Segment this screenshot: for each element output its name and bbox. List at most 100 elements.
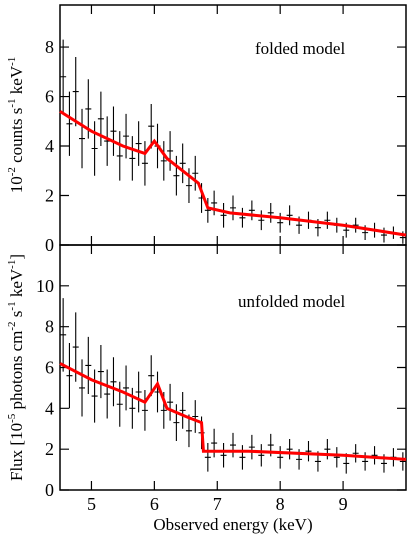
data-point	[220, 443, 227, 468]
data-point	[211, 428, 218, 458]
data-point	[248, 434, 255, 460]
data-point	[123, 113, 130, 159]
y-label-part: keV	[7, 65, 26, 98]
y-tick-label: 8	[45, 37, 54, 57]
data-point	[129, 136, 136, 181]
data-point	[286, 438, 293, 460]
data-point	[352, 217, 359, 233]
y-tick-label: 0	[45, 235, 54, 255]
data-point	[211, 190, 218, 216]
data-point	[60, 298, 67, 372]
data-point	[230, 432, 236, 458]
data-point	[286, 205, 293, 226]
y-tick-label: 2	[45, 186, 54, 206]
x-tick-label: 6	[150, 494, 159, 514]
y-label-superscript: -1	[6, 301, 18, 310]
data-point	[305, 441, 312, 462]
data-point	[167, 131, 174, 171]
data-point	[148, 355, 155, 397]
data-point	[167, 383, 174, 421]
x-tick-label: 8	[276, 494, 285, 514]
data-point	[324, 211, 331, 229]
y-label-part: 10	[7, 176, 26, 193]
data-point	[179, 392, 186, 429]
data-point	[160, 141, 167, 181]
x-tick-label: 5	[87, 494, 96, 514]
data-point	[104, 369, 111, 419]
y-tick-label: 4	[45, 136, 54, 156]
data-point	[141, 141, 148, 186]
data-point	[239, 445, 246, 470]
data-point	[230, 195, 236, 221]
y-label-superscript: -1	[6, 57, 18, 66]
data-point	[204, 443, 211, 472]
annotation: folded model	[255, 39, 345, 58]
model-line	[59, 110, 407, 237]
y-tick-label: 2	[45, 439, 54, 459]
data-point	[333, 447, 340, 468]
y-axis-label: 10-2 counts s-1 keV-1	[6, 57, 26, 194]
data-point	[66, 91, 73, 156]
data-point	[173, 404, 180, 441]
data-point	[277, 446, 284, 469]
y-tick-label: 4	[45, 398, 54, 418]
x-axis-label: Observed energy (keV)	[153, 515, 312, 534]
data-point	[79, 359, 86, 417]
y-label-part: counts s	[7, 108, 26, 168]
data-point	[135, 371, 142, 413]
y-axis-label: Flux [10-5 photons cm-2 s-1 keV-1]	[6, 254, 26, 481]
data-point	[141, 389, 148, 431]
y-label-superscript: -1	[6, 260, 18, 269]
data-point	[267, 202, 274, 223]
y-label-part: photons cm	[7, 331, 26, 414]
data-point	[248, 200, 255, 221]
y-tick-label: 6	[45, 358, 54, 378]
y-label-superscript: -1	[6, 98, 18, 107]
data-point	[110, 357, 117, 407]
x-tick-label: 7	[213, 494, 222, 514]
data-point	[110, 106, 117, 156]
data-point	[60, 39, 67, 114]
data-point	[277, 212, 284, 233]
y-tick-label: 8	[45, 317, 54, 337]
data-point	[79, 108, 86, 169]
data-point	[173, 155, 180, 196]
data-point	[258, 210, 265, 231]
data-point	[91, 121, 98, 176]
data-point	[179, 143, 186, 184]
y-label-part: s	[7, 311, 26, 322]
data-point	[185, 414, 192, 448]
data-point	[66, 343, 73, 409]
data-point	[352, 444, 359, 463]
annotation: unfolded model	[238, 292, 345, 311]
y-label-part: keV	[7, 268, 26, 301]
data-point	[192, 400, 199, 433]
data-point	[116, 131, 123, 181]
data-point	[258, 444, 265, 467]
data-point	[72, 56, 79, 127]
data-point	[148, 103, 155, 149]
model-line	[59, 362, 407, 461]
y-label-part: ]	[7, 254, 26, 260]
data-point	[123, 365, 130, 411]
data-point	[204, 197, 211, 223]
y-label-superscript: -5	[6, 413, 18, 423]
data-point	[239, 207, 246, 228]
data-point	[192, 155, 199, 191]
y-tick-label: 0	[45, 480, 54, 500]
y-label-part: Flux [10	[7, 423, 26, 481]
data-point	[324, 438, 331, 460]
y-tick-label: 6	[45, 87, 54, 107]
data-point	[399, 452, 406, 471]
x-tick-label: 9	[339, 494, 348, 514]
data-point	[97, 345, 104, 399]
data-point	[91, 369, 98, 423]
data-point	[85, 336, 92, 395]
data-point	[220, 202, 227, 228]
data-point	[135, 121, 142, 166]
data-point	[371, 446, 378, 465]
y-label-superscript: -2	[6, 321, 18, 330]
y-label-superscript: -2	[6, 167, 18, 176]
data-point	[362, 452, 369, 471]
